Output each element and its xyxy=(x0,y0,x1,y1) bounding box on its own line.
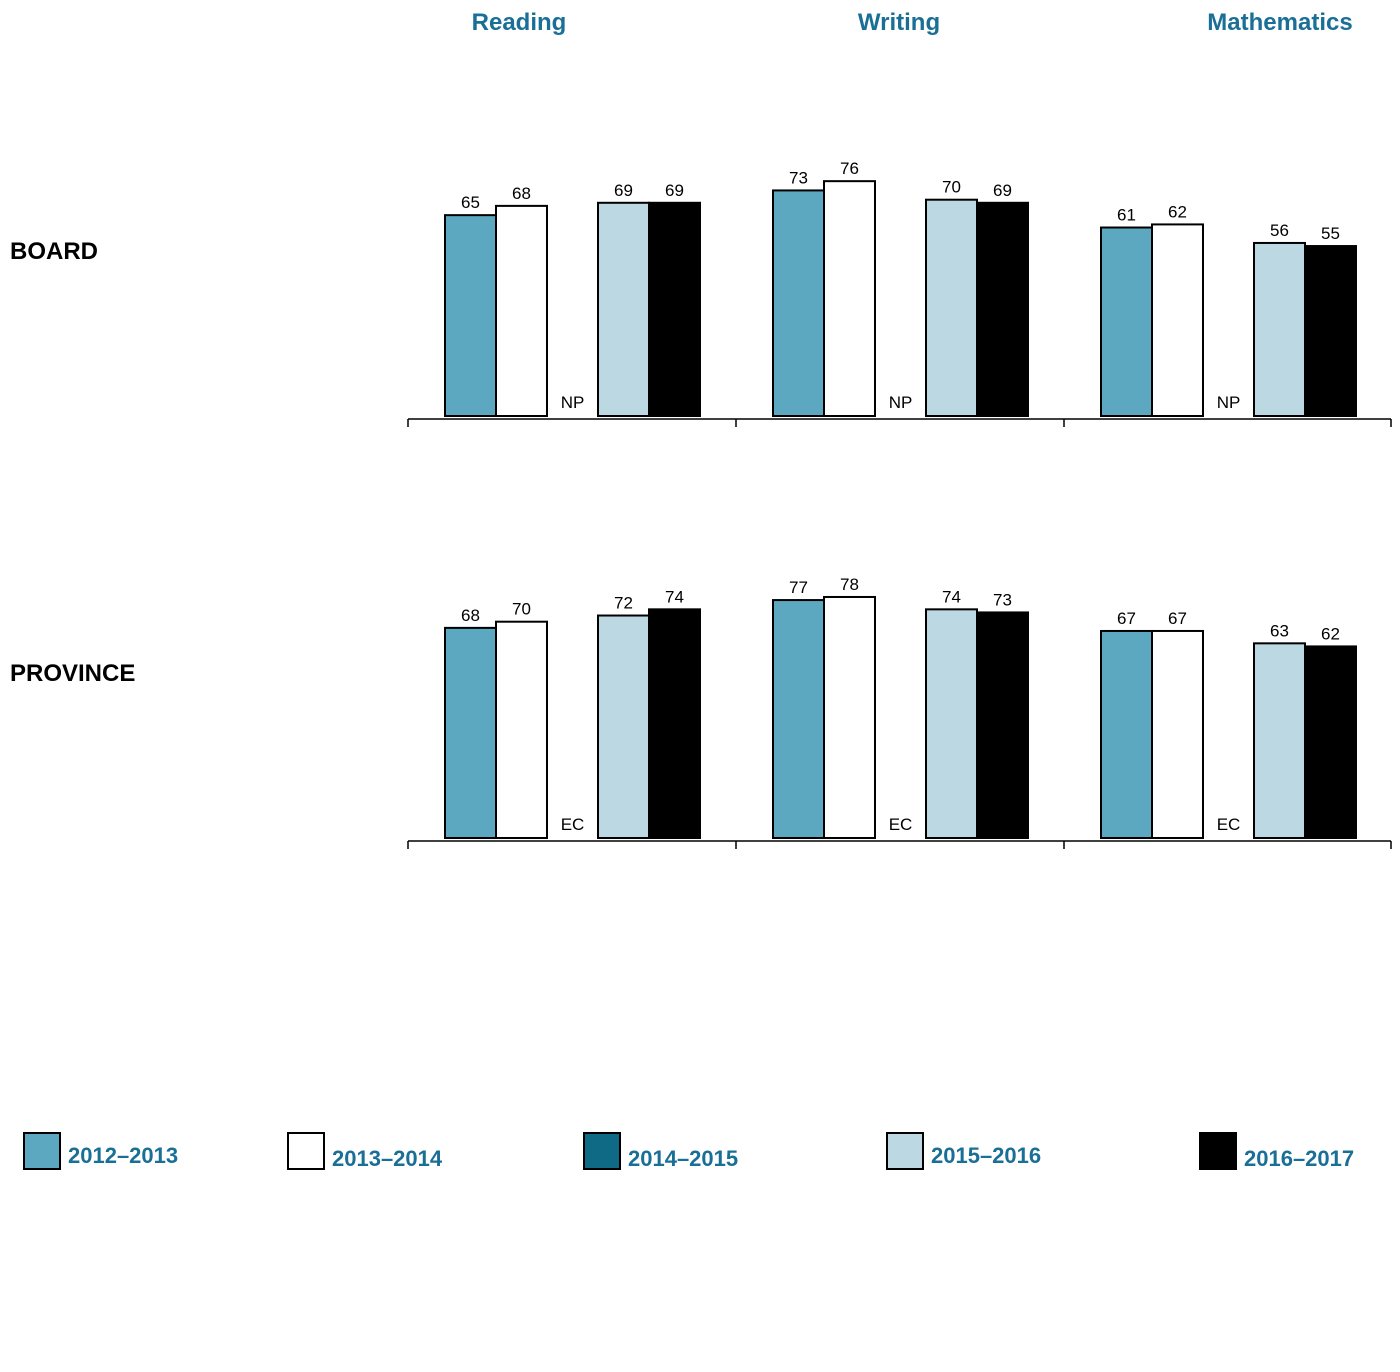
bar-province-mathematics-2013–2014 xyxy=(1151,629,1204,839)
bar-province-reading-2016–2017 xyxy=(648,608,701,840)
bar-province-writing-2012–2013 xyxy=(772,599,825,839)
legend-label-2015–2016: 2015–2016 xyxy=(931,1143,1041,1168)
legend-label-2013–2014: 2013–2014 xyxy=(332,1146,443,1171)
bar-board-reading-2012–2013 xyxy=(444,214,497,417)
bar-province-writing-2013–2014 xyxy=(823,595,876,839)
legend-swatch-2015–2016 xyxy=(886,1132,924,1170)
bar-board-reading-2016–2017 xyxy=(648,201,701,417)
value-label-board-reading-2015–2016: 69 xyxy=(614,181,633,200)
subject-title-reading: Reading xyxy=(472,9,567,36)
subject-title-mathematics: Mathematics xyxy=(1207,9,1352,36)
bar-province-reading-2015–2016 xyxy=(597,614,650,840)
legend-swatch-2013–2014 xyxy=(287,1132,325,1170)
value-label-board-writing-2012–2013: 73 xyxy=(789,168,808,187)
value-label-province-mathematics-2013–2014: 67 xyxy=(1168,609,1187,628)
bar-province-reading-2013–2014 xyxy=(495,620,548,840)
bar-province-mathematics-2016–2017 xyxy=(1304,645,1357,839)
bar-board-writing-2016–2017 xyxy=(976,201,1029,417)
legend-label-2016–2017: 2016–2017 xyxy=(1244,1146,1354,1171)
value-label-province-writing-2015–2016: 74 xyxy=(942,587,961,606)
missing-label-province-mathematics: EC xyxy=(1217,815,1241,834)
missing-label-board-reading: NP xyxy=(561,393,585,412)
value-label-board-writing-2015–2016: 70 xyxy=(942,178,961,197)
missing-label-province-writing: EC xyxy=(889,815,913,834)
missing-label-board-writing: NP xyxy=(889,393,913,412)
subject-title-writing: Writing xyxy=(858,9,940,36)
row-label-province: PROVINCE xyxy=(10,660,135,687)
legend-label-2014–2015: 2014–2015 xyxy=(628,1146,738,1171)
value-label-board-writing-2013–2014: 76 xyxy=(840,159,859,178)
bar-board-mathematics-2013–2014 xyxy=(1151,223,1204,417)
value-label-board-mathematics-2016–2017: 55 xyxy=(1321,224,1340,243)
bar-board-mathematics-2016–2017 xyxy=(1304,245,1357,417)
value-label-province-reading-2012–2013: 68 xyxy=(461,606,480,625)
value-label-board-mathematics-2012–2013: 61 xyxy=(1117,206,1136,225)
legend-swatch-2014–2015 xyxy=(583,1132,621,1170)
value-label-province-mathematics-2016–2017: 62 xyxy=(1321,624,1340,643)
bar-board-mathematics-2015–2016 xyxy=(1253,241,1306,417)
value-label-board-reading-2012–2013: 65 xyxy=(461,193,480,212)
value-label-province-reading-2013–2014: 70 xyxy=(512,600,531,619)
value-label-province-writing-2016–2017: 73 xyxy=(993,590,1012,609)
legend-swatch-2016–2017 xyxy=(1199,1132,1237,1170)
value-label-province-reading-2016–2017: 74 xyxy=(665,587,684,606)
bar-board-writing-2015–2016 xyxy=(925,198,978,417)
bar-province-mathematics-2012–2013 xyxy=(1100,629,1153,839)
value-label-province-mathematics-2015–2016: 63 xyxy=(1270,621,1289,640)
legend-swatch-2012–2013 xyxy=(23,1132,61,1170)
row-label-board: BOARD xyxy=(10,238,98,265)
bar-board-writing-2013–2014 xyxy=(823,180,876,417)
value-label-province-writing-2012–2013: 77 xyxy=(789,578,808,597)
value-label-province-writing-2013–2014: 78 xyxy=(840,575,859,594)
value-label-province-reading-2015–2016: 72 xyxy=(614,594,633,613)
bar-province-reading-2012–2013 xyxy=(444,626,497,839)
value-label-board-reading-2013–2014: 68 xyxy=(512,184,531,203)
bar-province-writing-2015–2016 xyxy=(925,608,978,840)
bar-board-writing-2012–2013 xyxy=(772,189,825,417)
value-label-board-writing-2016–2017: 69 xyxy=(993,181,1012,200)
missing-label-province-reading: EC xyxy=(561,815,585,834)
value-label-board-reading-2016–2017: 69 xyxy=(665,181,684,200)
missing-label-board-mathematics: NP xyxy=(1217,393,1241,412)
value-label-board-mathematics-2015–2016: 56 xyxy=(1270,221,1289,240)
bar-province-writing-2016–2017 xyxy=(976,611,1029,839)
value-label-board-mathematics-2013–2014: 62 xyxy=(1168,202,1187,221)
bar-province-mathematics-2015–2016 xyxy=(1253,642,1306,840)
bar-board-reading-2013–2014 xyxy=(495,204,548,417)
bar-board-mathematics-2012–2013 xyxy=(1100,226,1153,417)
value-label-province-mathematics-2012–2013: 67 xyxy=(1117,609,1136,628)
legend-label-2012–2013: 2012–2013 xyxy=(68,1143,178,1168)
bar-board-reading-2015–2016 xyxy=(597,201,650,417)
